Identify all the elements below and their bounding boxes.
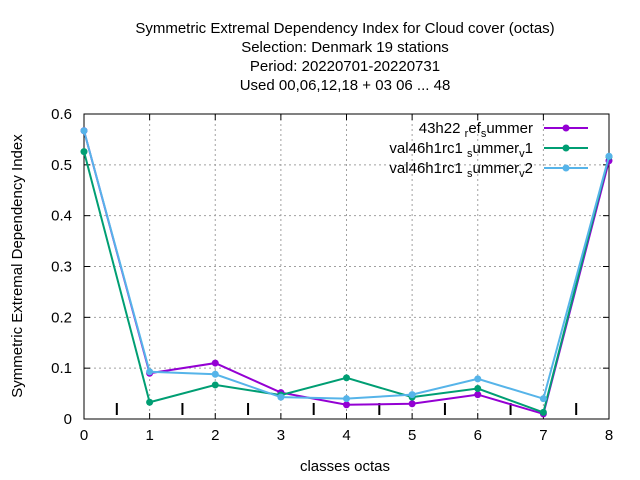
legend-marker (562, 144, 570, 152)
y-tick-label: 0.6 (51, 106, 72, 123)
x-tick-label: 4 (342, 427, 350, 444)
y-axis-label: Symmetric Extremal Dependency Index (9, 134, 26, 398)
data-point (277, 393, 285, 401)
y-tick-label: 0 (64, 411, 72, 428)
y-tick-label: 0.1 (51, 360, 72, 377)
data-point (343, 401, 350, 409)
legend-entry-3: val46h1rc1 summerv2 (389, 160, 588, 180)
legend-label-part: ummer (486, 120, 533, 137)
y-tick-label: 0.4 (51, 208, 72, 225)
data-point (408, 391, 416, 399)
data-point (146, 398, 154, 406)
data-point (343, 374, 350, 382)
x-axis-label: classes octas (300, 458, 390, 475)
series-3 (80, 127, 613, 403)
y-tick-label: 0.3 (51, 259, 72, 276)
chart-title: Symmetric Extremal Dependency Index for … (135, 20, 554, 94)
legend-label: val46h1rc1 summerv2 (389, 160, 533, 180)
title-line-1: Symmetric Extremal Dependency Index for … (135, 20, 554, 37)
legend-label-part: s (467, 168, 473, 180)
legend-label: val46h1rc1 summerv1 (389, 140, 533, 160)
data-point (474, 391, 482, 399)
title-line-2: Selection: Denmark 19 stations (241, 39, 449, 56)
legend-label-part: 1 (525, 140, 533, 157)
data-point (343, 395, 350, 403)
legend-label-part: r (465, 128, 469, 140)
legend-entry-1: 43h22 refsummer (419, 120, 588, 140)
y-tick-label: 0.2 (51, 309, 72, 326)
x-tick-label: 3 (277, 427, 285, 444)
legend-label-part: ummer (472, 140, 519, 157)
data-point (539, 395, 547, 403)
legend-marker (562, 164, 570, 172)
legend-label-part: val46h1rc1 (389, 160, 467, 177)
legend-label-part: s (467, 148, 473, 160)
legend-entry-2: val46h1rc1 summerv1 (389, 140, 588, 160)
legend-label-part: ummer (472, 160, 519, 177)
x-tick-label: 6 (474, 427, 482, 444)
x-tick-label: 7 (539, 427, 547, 444)
legend-label-part: v (519, 148, 525, 160)
x-tick-label: 8 (605, 427, 613, 444)
y-tick-label: 0.5 (51, 157, 72, 174)
data-point (474, 385, 482, 392)
legend-marker (562, 124, 570, 132)
data-point (539, 408, 547, 416)
legend-label-part: 43h22 (419, 120, 465, 137)
data-point (474, 375, 482, 383)
data-point (80, 148, 88, 156)
ticks: 0 1 2 3 4 5 6 7 8 0 0.1 0.2 0.3 0.4 0.5 0.6 (51, 106, 613, 444)
x-tick-label: 0 (80, 427, 88, 444)
title-line-4: Used 00,06,12,18 + 03 06 ... 48 (240, 77, 451, 94)
data-point (211, 370, 219, 378)
series-2 (80, 148, 613, 416)
legend-label-part: 2 (525, 160, 533, 177)
data-point (146, 368, 154, 376)
grid (84, 114, 609, 419)
series-layer (80, 127, 613, 418)
legend-label-part: val46h1rc1 (389, 140, 467, 157)
data-point (211, 359, 219, 367)
legend-label-part: s (481, 128, 487, 140)
x-tick-label: 5 (408, 427, 416, 444)
legend-label-part: v (519, 168, 525, 180)
x-tick-label: 1 (145, 427, 153, 444)
data-point (211, 381, 219, 389)
legend-label: 43h22 refsummer (419, 120, 533, 140)
data-point (80, 127, 88, 135)
x-tick-label: 2 (211, 427, 219, 444)
title-line-3: Period: 20220701-20220731 (250, 58, 440, 75)
legend-label-part: ef (468, 120, 481, 137)
data-point (408, 400, 416, 408)
data-point (605, 152, 613, 160)
